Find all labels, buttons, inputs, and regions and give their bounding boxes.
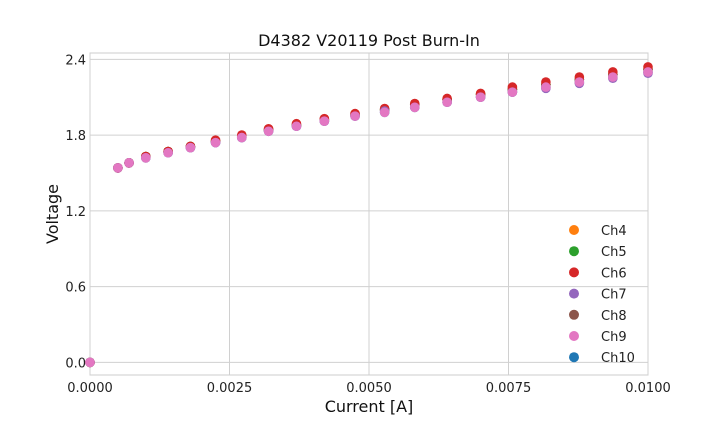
series-ch9	[85, 67, 653, 368]
y-tick-label: 1.2	[65, 205, 86, 220]
data-point	[379, 107, 390, 118]
x-axis-label: Current [A]	[325, 397, 414, 416]
data-point	[263, 126, 274, 137]
y-tick-label: 1.8	[65, 129, 86, 144]
x-tick-label: 0.0000	[67, 381, 113, 396]
legend-label: Ch4	[601, 224, 627, 239]
data-point	[124, 158, 134, 168]
y-axis-ticks: 0.0 0.6 1.2 1.8 2.4	[65, 53, 86, 371]
chart-title: D4382 V20119 Post Burn-In	[258, 31, 480, 50]
legend-marker	[569, 246, 579, 257]
y-axis-label: Voltage	[43, 184, 62, 244]
grid	[89, 53, 649, 375]
legend-label: Ch7	[601, 288, 627, 303]
legend-label: Ch5	[601, 245, 627, 260]
data-point	[475, 92, 486, 102]
data-point	[210, 137, 221, 148]
data-point	[236, 132, 247, 143]
legend-label: Ch6	[601, 266, 627, 281]
data-point	[141, 153, 151, 163]
y-tick-label: 2.4	[65, 53, 86, 68]
legend-label: Ch9	[601, 330, 627, 345]
data-points	[85, 62, 653, 368]
data-point	[574, 77, 585, 87]
legend: Ch4 Ch5 Ch6 Ch7 Ch8 Ch9 Ch10	[569, 224, 635, 366]
legend-label: Ch8	[601, 309, 627, 324]
data-point	[163, 147, 173, 158]
legend-marker	[569, 352, 579, 363]
y-tick-label: 0.6	[65, 281, 86, 296]
data-point	[442, 97, 452, 108]
data-point	[409, 102, 420, 113]
legend-marker	[569, 225, 579, 235]
x-tick-label: 0.0075	[486, 381, 532, 396]
data-point	[507, 87, 518, 97]
legend-label: Ch10	[601, 351, 635, 366]
legend-marker	[569, 267, 579, 278]
x-axis-ticks: 0.0000 0.0025 0.0050 0.0075 0.0100	[67, 381, 671, 396]
data-point	[350, 111, 360, 121]
legend-marker	[569, 331, 579, 341]
legend-marker	[569, 288, 579, 299]
data-point	[185, 142, 196, 153]
data-point	[291, 121, 302, 132]
legend-marker	[569, 309, 579, 320]
data-point	[113, 163, 123, 173]
x-tick-label: 0.0050	[346, 381, 392, 396]
data-point	[643, 67, 653, 77]
x-tick-label: 0.0100	[625, 381, 671, 396]
x-tick-label: 0.0025	[207, 381, 253, 396]
data-point	[608, 72, 618, 82]
y-tick-label: 0.0	[65, 356, 86, 371]
data-point	[319, 116, 330, 126]
data-point	[541, 82, 551, 92]
data-point	[85, 357, 95, 368]
